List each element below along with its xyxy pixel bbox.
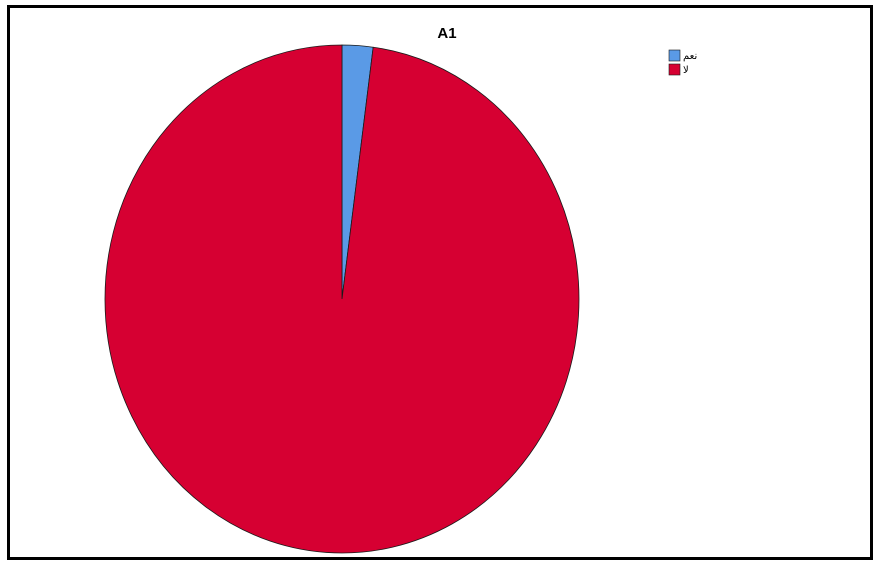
pie-slice-2: [104, 44, 580, 554]
legend: نعم لا: [668, 49, 697, 76]
legend-label-1: نعم: [683, 51, 697, 62]
legend-swatch-1: [668, 49, 681, 62]
pie-slices: [104, 44, 580, 554]
legend-swatch-2: [668, 63, 681, 76]
legend-label-2: لا: [683, 65, 689, 76]
chart-title: A1: [437, 25, 456, 42]
